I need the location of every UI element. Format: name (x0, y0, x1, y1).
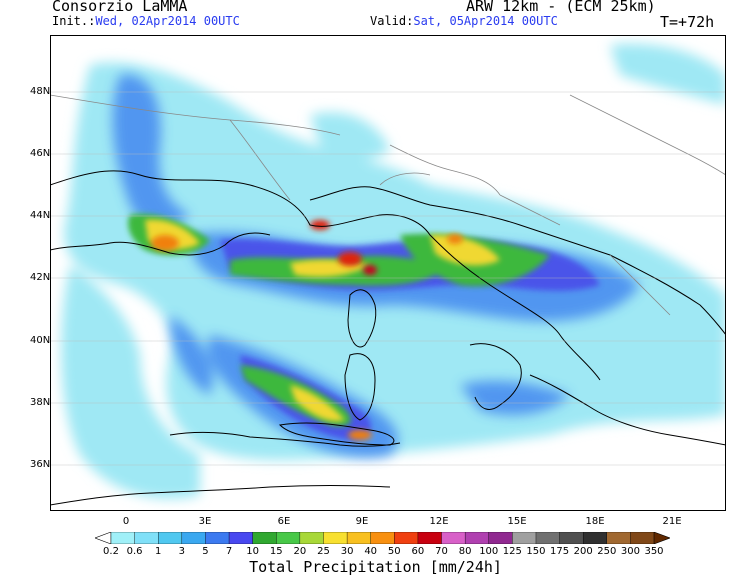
lon-label-3e: 3E (198, 516, 212, 527)
model-title: ARW 12km - (ECM 25km) (466, 0, 656, 15)
colorbar-swatch (276, 532, 301, 544)
colorbar-label: 150 (526, 546, 546, 557)
colorbar-label: 0.6 (126, 546, 143, 557)
valid-value: Sat, 05Apr2014 00UTC (413, 14, 558, 28)
colorbar-swatch (582, 532, 608, 544)
colorbar-label: 60 (411, 546, 425, 557)
colorbar-label: 40 (364, 546, 378, 557)
colorbar-swatch (488, 532, 513, 544)
lat-label-36n: 36N (30, 459, 51, 470)
lat-label-44n: 44N (30, 210, 51, 221)
colorbar-swatch (441, 532, 466, 544)
colorbar-label: 5 (202, 546, 209, 557)
lon-label-12e: 12E (429, 516, 449, 527)
lat-label-42n: 42N (30, 272, 51, 283)
colorbar-swatch (606, 532, 631, 544)
colorbar-label: 1 (155, 546, 162, 557)
colorbar-swatch (559, 532, 584, 544)
colorbar-label: 30 (340, 546, 354, 557)
colorbar-label: 300 (620, 546, 640, 557)
colorbar-swatch (134, 532, 159, 544)
lon-label-15e: 15E (507, 516, 527, 527)
colorbar-label: 80 (458, 546, 472, 557)
lat-label-46n: 46N (30, 148, 51, 159)
lat-label-38n: 38N (30, 397, 51, 408)
colorbar-swatch (323, 532, 348, 544)
colorbar-swatch (630, 532, 655, 544)
colorbar-title: Total Precipitation [mm/24h] (249, 558, 502, 576)
colorbar-label: 10 (246, 546, 260, 557)
colorbar-label: 15 (269, 546, 283, 557)
colorbar-swatch (370, 532, 395, 544)
colorbar-swatch (252, 532, 277, 544)
colorbar-label: 175 (550, 546, 570, 557)
colorbar-label: 20 (293, 546, 307, 557)
colorbar-swatch (464, 532, 490, 544)
lon-label-21e: 21E (662, 516, 682, 527)
colorbar-swatch (299, 532, 324, 544)
lon-label-6e: 6E (277, 516, 291, 527)
colorbar-swatch (228, 532, 254, 544)
country-borders (50, 94, 726, 316)
colorbar-label: 200 (573, 546, 593, 557)
colorbar-max-arrow (653, 532, 670, 544)
valid-line: Valid:Sat, 05Apr2014 00UTC (370, 14, 558, 28)
graticule (50, 91, 726, 466)
colorbar-swatch (512, 532, 537, 544)
colorbar-label: 100 (479, 546, 499, 557)
colorbar-label: 125 (502, 546, 522, 557)
init-value: Wed, 02Apr2014 00UTC (95, 14, 240, 28)
colorbar-swatch (181, 532, 206, 544)
colorbar-swatch (535, 532, 561, 544)
colorbar-swatch (110, 532, 136, 544)
coastlines (50, 170, 726, 506)
colorbar-label: 50 (387, 546, 401, 557)
precipitation-map (50, 35, 726, 511)
colorbar-swatch (346, 532, 372, 544)
colorbar-label: 0.2 (103, 546, 119, 557)
colorbar-swatch (417, 532, 443, 544)
colorbar-label: 3 (178, 546, 185, 557)
lat-label-40n: 40N (30, 335, 51, 346)
init-line: Init.:Wed, 02Apr2014 00UTC (52, 14, 240, 28)
map-frame (50, 35, 726, 511)
colorbar-label: 350 (644, 546, 664, 557)
lon-label-9e: 9E (355, 516, 369, 527)
org-title: Consorzio LaMMA (52, 0, 188, 15)
colorbar-swatch (394, 532, 419, 544)
valid-label: Valid: (370, 14, 414, 28)
colorbar-min-arrow (95, 532, 112, 544)
lat-label-48n: 48N (30, 86, 51, 97)
lon-label-18e: 18E (585, 516, 605, 527)
forecast-hour: T=+72h (660, 13, 715, 31)
precip-orange-red (151, 220, 463, 440)
colorbar-label: 250 (597, 546, 617, 557)
colorbar-swatch (205, 532, 230, 544)
colorbar-label: 70 (435, 546, 448, 557)
init-label: Init.: (52, 14, 96, 28)
lon-label-0: 0 (122, 516, 130, 527)
precipitation-colorbar (95, 532, 670, 544)
colorbar-label: 7 (225, 546, 233, 557)
colorbar-label: 25 (317, 546, 330, 557)
colorbar-swatch (158, 532, 183, 544)
